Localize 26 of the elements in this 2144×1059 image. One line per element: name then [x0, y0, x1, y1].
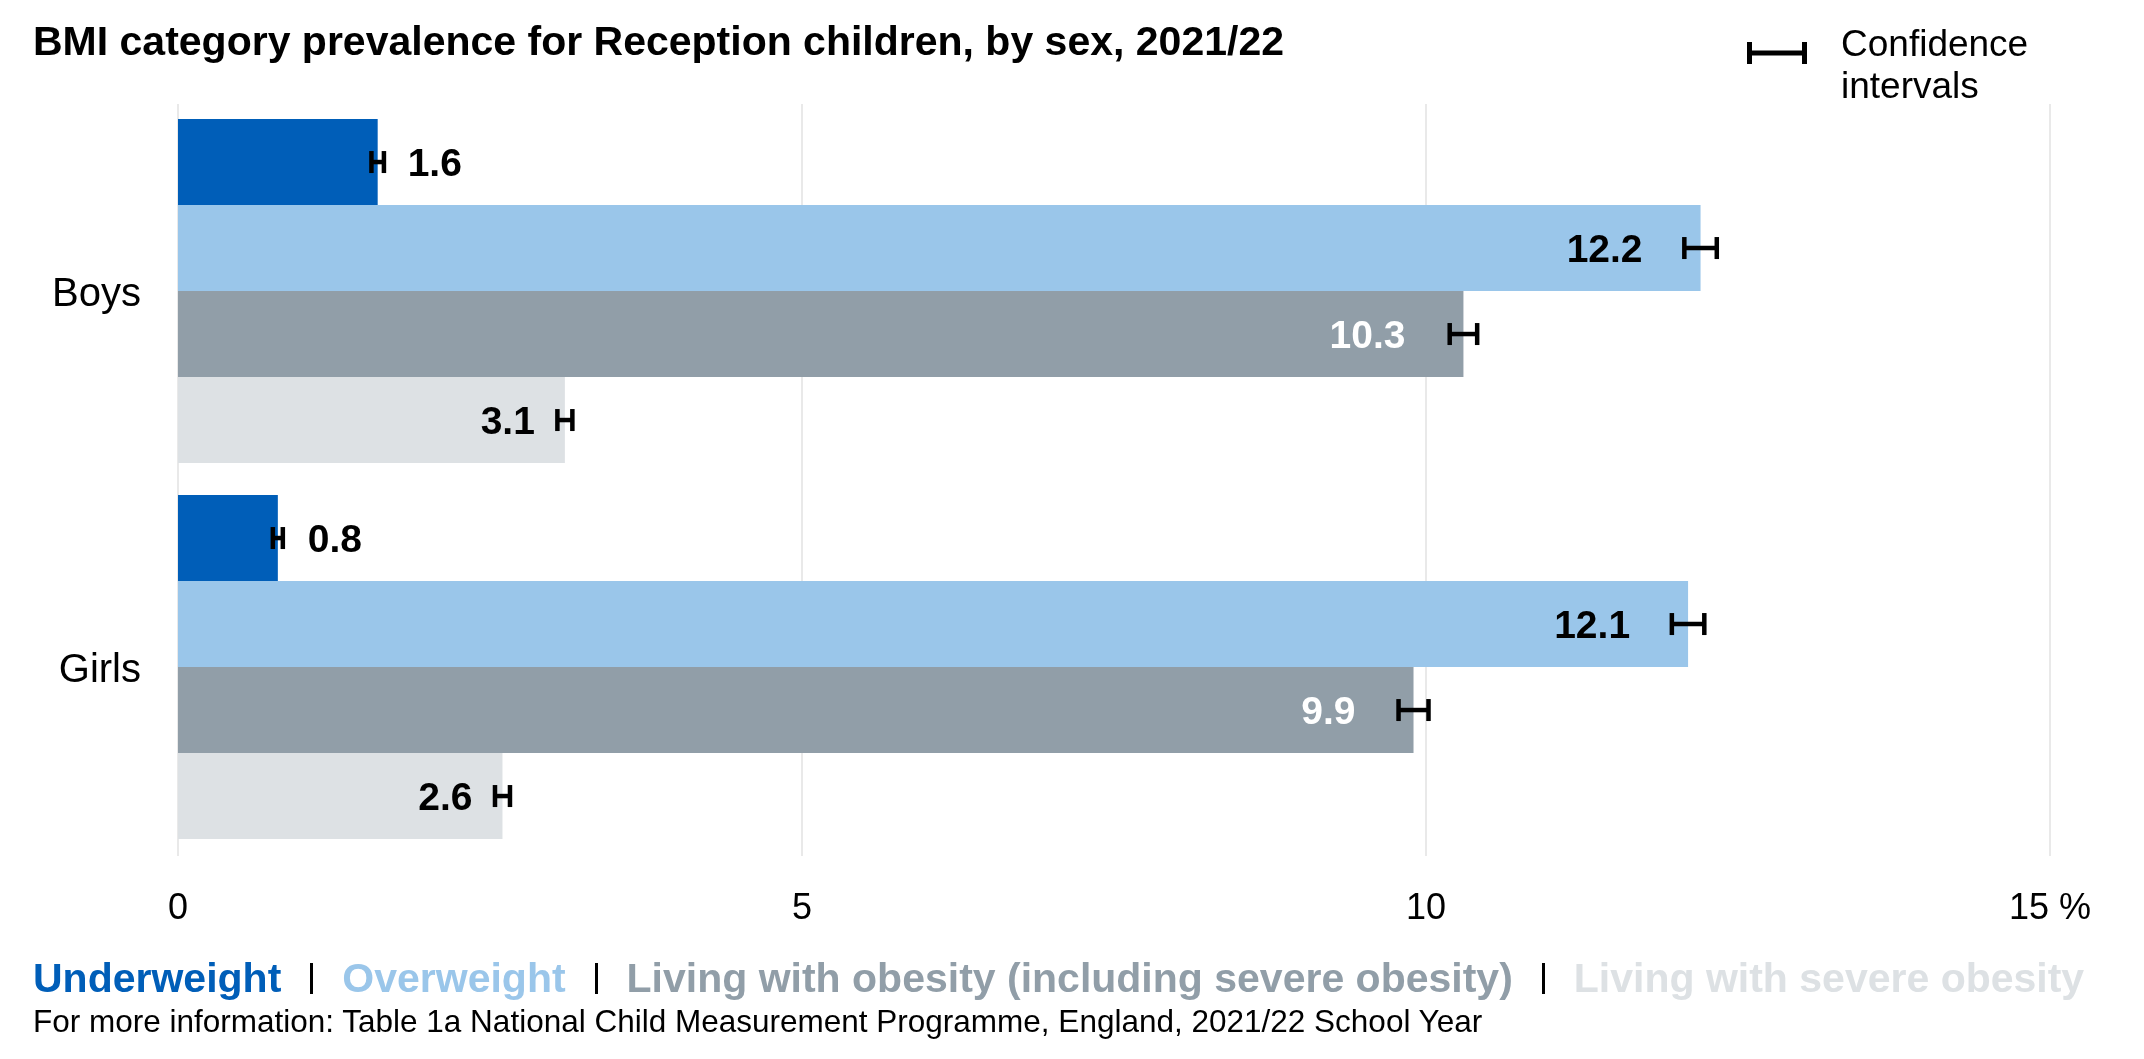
chart-title: BMI category prevalence for Reception children, by sex, 2021/22: [33, 18, 1285, 64]
y-tick-label: Girls: [58, 646, 141, 691]
bar: [178, 495, 278, 582]
data-label: 9.9: [1301, 688, 1356, 732]
text: For more information: Table 1a National Child Measurement Programme, England, 2021/22 School Year: [33, 1003, 1483, 1039]
x-tick-label: 10: [1405, 885, 1447, 927]
x-tick-label: 15 %: [2008, 885, 2092, 927]
data-label: 0.8: [307, 516, 363, 560]
data-label: 10.3: [1329, 312, 1406, 356]
x-tick-label: 5: [791, 885, 813, 927]
bar: [178, 667, 1414, 754]
bar: [178, 291, 1464, 378]
data-label: 1.6: [407, 140, 462, 184]
bar: [178, 581, 1689, 668]
x-tick-label: 0: [167, 885, 189, 927]
bar: [178, 205, 1701, 292]
y-tick-label: Boys: [52, 270, 141, 315]
data-label: 3.1: [480, 398, 535, 442]
text: Underweight: [33, 955, 282, 1003]
data-label: 2.6: [418, 774, 473, 818]
annotation: Confidence intervals: [1841, 23, 2029, 106]
bar: [178, 119, 378, 206]
data-label: 12.1: [1554, 602, 1631, 646]
text: Living with obesity (including severe obesity): [626, 955, 1513, 1003]
text: Overweight: [342, 955, 566, 1003]
data-label: 12.2: [1566, 226, 1643, 270]
